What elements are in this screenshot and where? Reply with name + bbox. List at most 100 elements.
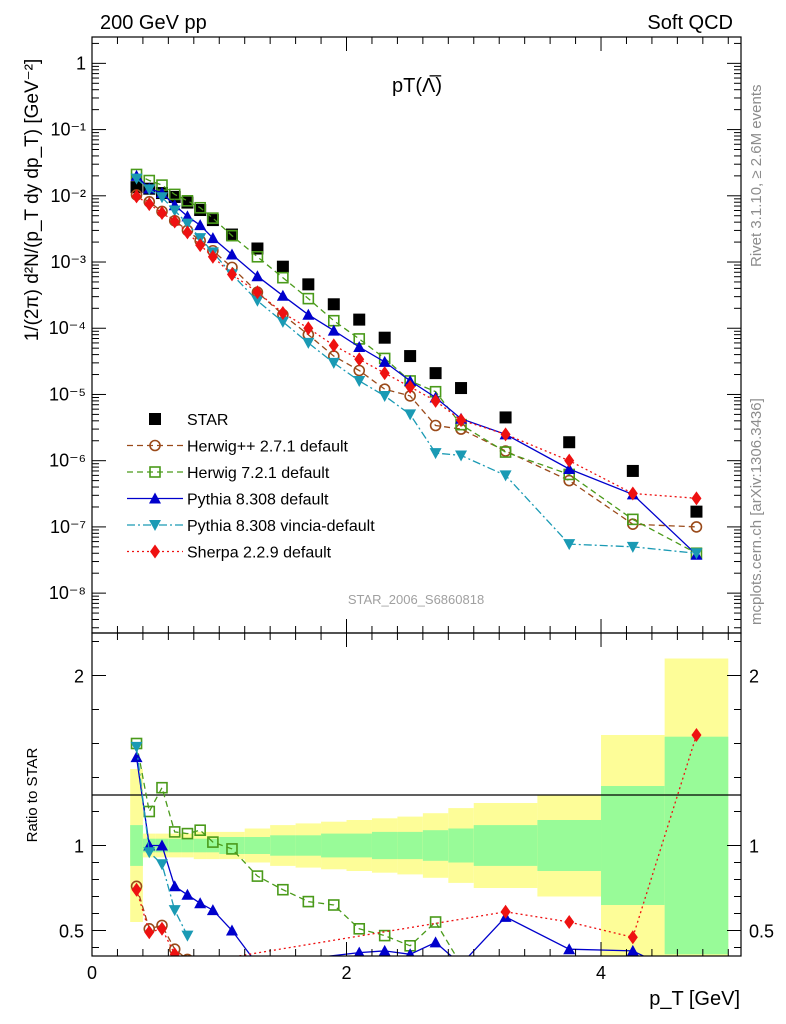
data-point-1-20 <box>690 521 703 533</box>
ratio-point-2-10 <box>378 944 391 956</box>
band-green-5 <box>193 838 207 853</box>
legend: STAR Herwig++ 2.7.1 default Herwig 7.2.1 d… <box>127 412 375 562</box>
band-green-0 <box>130 825 143 866</box>
band-green-10 <box>295 835 322 856</box>
ratio-y-tick-label-left-2: 2 <box>74 667 84 687</box>
ratio-point-4-3 <box>169 947 180 956</box>
data-point-5-7 <box>226 267 237 282</box>
data-point-2-19 <box>627 513 639 526</box>
ratio-point-2-8 <box>251 959 263 970</box>
ratio-point-1-16 <box>456 960 466 970</box>
band-green-14 <box>397 831 423 860</box>
ratio-point-3-0 <box>130 741 143 753</box>
data-point-4-8 <box>251 295 264 307</box>
ratio-line-1 <box>135 743 457 956</box>
header-left: 200 GeV pp <box>100 12 207 34</box>
ratio-point-2-5 <box>194 897 207 909</box>
band-green-16 <box>448 828 474 863</box>
ratio-point-2-7 <box>225 924 238 936</box>
y-tick-label-1: 10⁻¹ <box>50 120 86 140</box>
legend-label-1: Herwig++ 2.7.1 default <box>187 439 349 456</box>
data-point-4-10 <box>302 337 315 349</box>
data-point-3-4 <box>181 210 194 222</box>
ratio-point-1-5 <box>194 824 206 837</box>
data-point-5-20 <box>691 491 702 506</box>
data-point-0-14 <box>404 350 417 363</box>
y-tick-label-8: 10⁻⁸ <box>49 583 86 603</box>
data-point-4-20 <box>690 548 703 560</box>
ratio-point-2-9 <box>354 946 365 956</box>
data-point-0-12 <box>353 313 366 326</box>
data-point-5-3 <box>169 214 180 229</box>
data-point-2-8 <box>251 250 264 263</box>
data-point-2-7 <box>226 229 238 242</box>
ratio-y-tick-label-left-1: 1 <box>74 837 84 857</box>
ratio-x-tick-label-2: 4 <box>596 963 606 983</box>
legend-label-5: Sherpa 2.2.9 default <box>187 545 332 562</box>
data-point-0-11 <box>327 298 340 311</box>
data-point-3-6 <box>206 232 219 244</box>
analysis-id: STAR_2006_S6860818 <box>348 592 484 607</box>
data-point-3-8 <box>251 270 264 282</box>
series-line-4 <box>136 178 697 554</box>
data-point-0-19 <box>626 464 639 477</box>
ratio-series <box>130 728 702 987</box>
ratio-point-4-0 <box>131 882 142 897</box>
ratio-ticks: 0 2 4 0.5 0.5 1 1 2 2 <box>59 633 774 983</box>
data-point-0-15 <box>429 367 442 380</box>
band-green-12 <box>346 833 372 858</box>
data-point-4-14 <box>404 409 417 421</box>
data-point-5-6 <box>207 249 218 264</box>
y-tick-label-2: 10⁻² <box>50 186 86 206</box>
legend-marker-0 <box>149 413 161 425</box>
mcplots-label: mcplots.cern.ch [arXiv:1306.3436] <box>748 398 765 625</box>
ratio-plot-frame <box>91 632 742 957</box>
band-green-8 <box>244 837 271 854</box>
data-point-0-10 <box>302 278 315 291</box>
data-point-4-2 <box>155 192 168 204</box>
ratio-point-2-3 <box>168 880 181 892</box>
y-tick-label-5: 10⁻⁵ <box>49 384 86 404</box>
data-point-3-10 <box>302 308 315 320</box>
y-tick-label-6: 10⁻⁶ <box>49 451 86 471</box>
data-point-5-18 <box>564 453 575 468</box>
band-green-9 <box>270 835 296 856</box>
data-point-3-5 <box>194 219 207 231</box>
data-point-2-4 <box>181 195 194 207</box>
ratio-point-2-16 <box>626 944 639 956</box>
ratio-point-4-2 <box>156 921 167 936</box>
data-point-0-18 <box>563 436 576 449</box>
data-point-4-15 <box>429 448 442 460</box>
y-tick-label-4: 10⁻⁴ <box>49 318 86 338</box>
data-point-0-6 <box>206 214 219 227</box>
data-point-5-19 <box>627 486 638 501</box>
ratio-line-2 <box>135 757 645 956</box>
data-point-4-3 <box>168 205 181 217</box>
data-point-0-7 <box>225 228 238 241</box>
main-plot-x-ticks <box>91 37 729 633</box>
data-point-5-16 <box>456 413 467 428</box>
ratio-point-2-2 <box>155 839 168 851</box>
ratio-y-tick-label-right-1: 1 <box>749 837 759 857</box>
data-point-0-13 <box>378 331 391 344</box>
data-point-5-11 <box>328 338 339 353</box>
data-point-5-9 <box>277 305 288 320</box>
data-point-0-16 <box>455 382 468 395</box>
data-point-4-16 <box>455 450 468 462</box>
data-point-0-9 <box>276 260 289 273</box>
ratio-point-2-6 <box>206 904 219 916</box>
data-point-5-12 <box>354 352 365 367</box>
data-point-5-0 <box>131 189 142 204</box>
ratio-point-1-15 <box>429 916 442 928</box>
band-green-17 <box>473 825 538 866</box>
ratio-point-1-11 <box>327 899 340 911</box>
data-point-4-0 <box>130 173 143 185</box>
ratio-point-4-1 <box>144 925 155 940</box>
ratio-point-2-17 <box>690 976 702 987</box>
data-point-4-13 <box>378 390 391 402</box>
band-green-20 <box>664 736 729 955</box>
ratio-point-1-7 <box>226 843 238 855</box>
band-green-19 <box>601 786 665 905</box>
data-point-0-17 <box>499 411 512 424</box>
ratio-point-1-2 <box>156 781 168 794</box>
